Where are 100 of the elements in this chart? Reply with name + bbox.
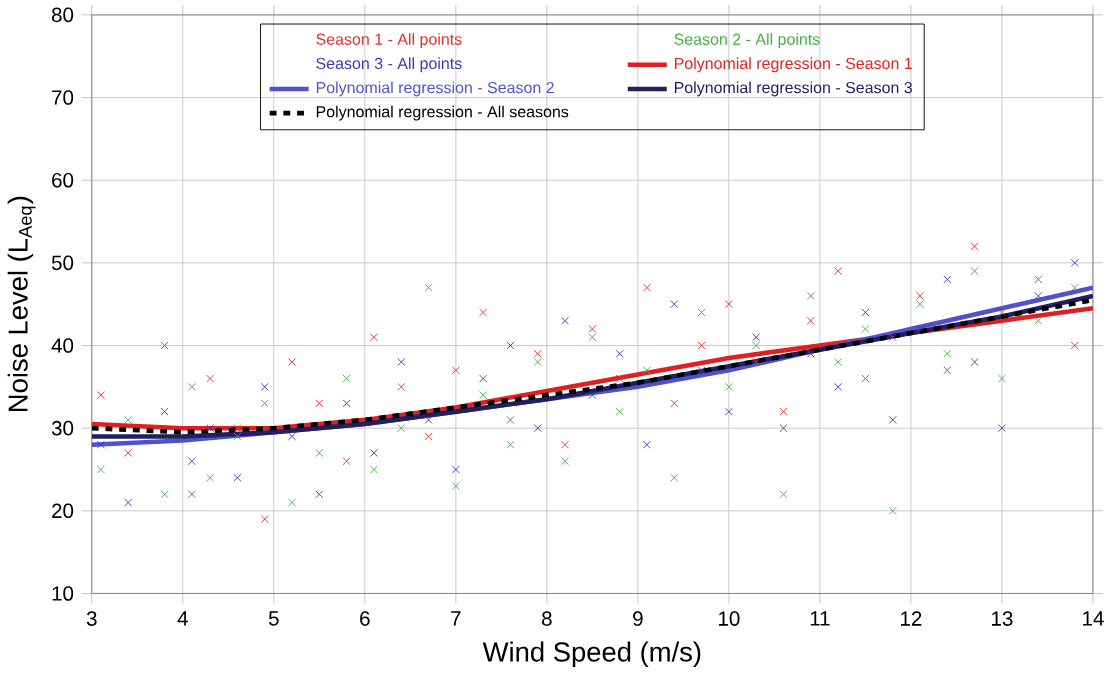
point [888, 416, 897, 425]
point [1034, 275, 1043, 284]
point [424, 283, 433, 292]
point [642, 366, 651, 375]
x-tick-label: 14 [1083, 611, 1104, 626]
point [615, 349, 624, 358]
point [752, 333, 761, 342]
point [1070, 283, 1079, 292]
x-tick-label: 12 [901, 611, 922, 626]
point [342, 457, 351, 466]
text: Season 3 - All points [316, 57, 462, 73]
point [752, 358, 761, 367]
point [861, 308, 870, 317]
point [724, 382, 733, 391]
x-axis-title: Wind Speed (m/s) [482, 641, 701, 668]
point [806, 349, 815, 358]
point [397, 424, 406, 433]
point [779, 407, 788, 416]
point [124, 416, 133, 425]
point [160, 490, 169, 499]
point [124, 449, 133, 458]
point [206, 374, 215, 383]
y-tick-label: 70 [52, 90, 74, 105]
point [724, 407, 733, 416]
point [806, 316, 815, 325]
point [642, 283, 651, 292]
point [187, 490, 196, 499]
x-tick-label: 11 [810, 611, 830, 626]
point [206, 424, 215, 433]
text: Season 2 - All points [674, 33, 820, 49]
point [187, 382, 196, 391]
point [96, 465, 105, 474]
point [506, 416, 515, 425]
point [506, 341, 515, 350]
point [369, 333, 378, 342]
point [424, 416, 433, 425]
point [1070, 258, 1079, 268]
point [970, 358, 979, 367]
point [451, 482, 460, 491]
point [187, 457, 196, 466]
point [369, 449, 378, 458]
x-tick-label: 13 [992, 611, 1013, 627]
x-tick-label: 7 [451, 611, 461, 626]
point [916, 300, 925, 309]
y-axis-title: Noise Level (L$_{Aeq}$) [7, 197, 36, 412]
point [315, 449, 324, 458]
point [397, 382, 406, 391]
point [916, 325, 925, 334]
point [424, 432, 433, 441]
y-tick-label: 60 [52, 173, 74, 188]
point [588, 391, 597, 400]
point [260, 399, 269, 408]
point [588, 333, 597, 342]
point [342, 399, 351, 408]
point [888, 506, 897, 515]
point [697, 366, 706, 375]
point [642, 440, 651, 449]
point [697, 341, 706, 350]
point [451, 465, 460, 474]
point [233, 432, 242, 441]
x-tick-label: 10 [719, 611, 740, 627]
point [943, 366, 952, 375]
point [806, 292, 815, 301]
point [861, 374, 870, 383]
legend-label: Polynomial regression - Season 2 [316, 81, 554, 97]
point [615, 407, 624, 416]
point [970, 242, 979, 251]
point [916, 292, 925, 301]
point [943, 349, 952, 358]
legend-label: Polynomial regression - Season 1 [674, 57, 912, 73]
x-tick-label: 4 [177, 611, 188, 626]
y-tick-label: 80 [51, 7, 74, 23]
point [96, 440, 105, 449]
point [888, 333, 897, 342]
point [1034, 316, 1043, 325]
point [561, 457, 570, 466]
point [1034, 292, 1043, 301]
point [533, 358, 542, 367]
point [479, 391, 488, 400]
y-tick-label: 40 [51, 338, 74, 353]
point [342, 374, 351, 383]
point [561, 440, 570, 449]
point [588, 325, 597, 334]
point [670, 300, 679, 309]
x-tick-label: 9 [633, 611, 643, 627]
x-tick-label: 3 [86, 611, 97, 627]
point [397, 358, 406, 367]
point [479, 374, 488, 383]
y-tick-label: 50 [51, 255, 74, 271]
x-tick-label: 5 [268, 611, 279, 626]
point [506, 440, 515, 449]
point [96, 391, 105, 400]
x-tick-label: 8 [542, 611, 552, 627]
point [369, 465, 378, 474]
point [533, 349, 542, 358]
point [233, 424, 242, 433]
point [670, 399, 679, 408]
point [160, 407, 169, 416]
point [260, 515, 269, 524]
point [970, 267, 979, 276]
